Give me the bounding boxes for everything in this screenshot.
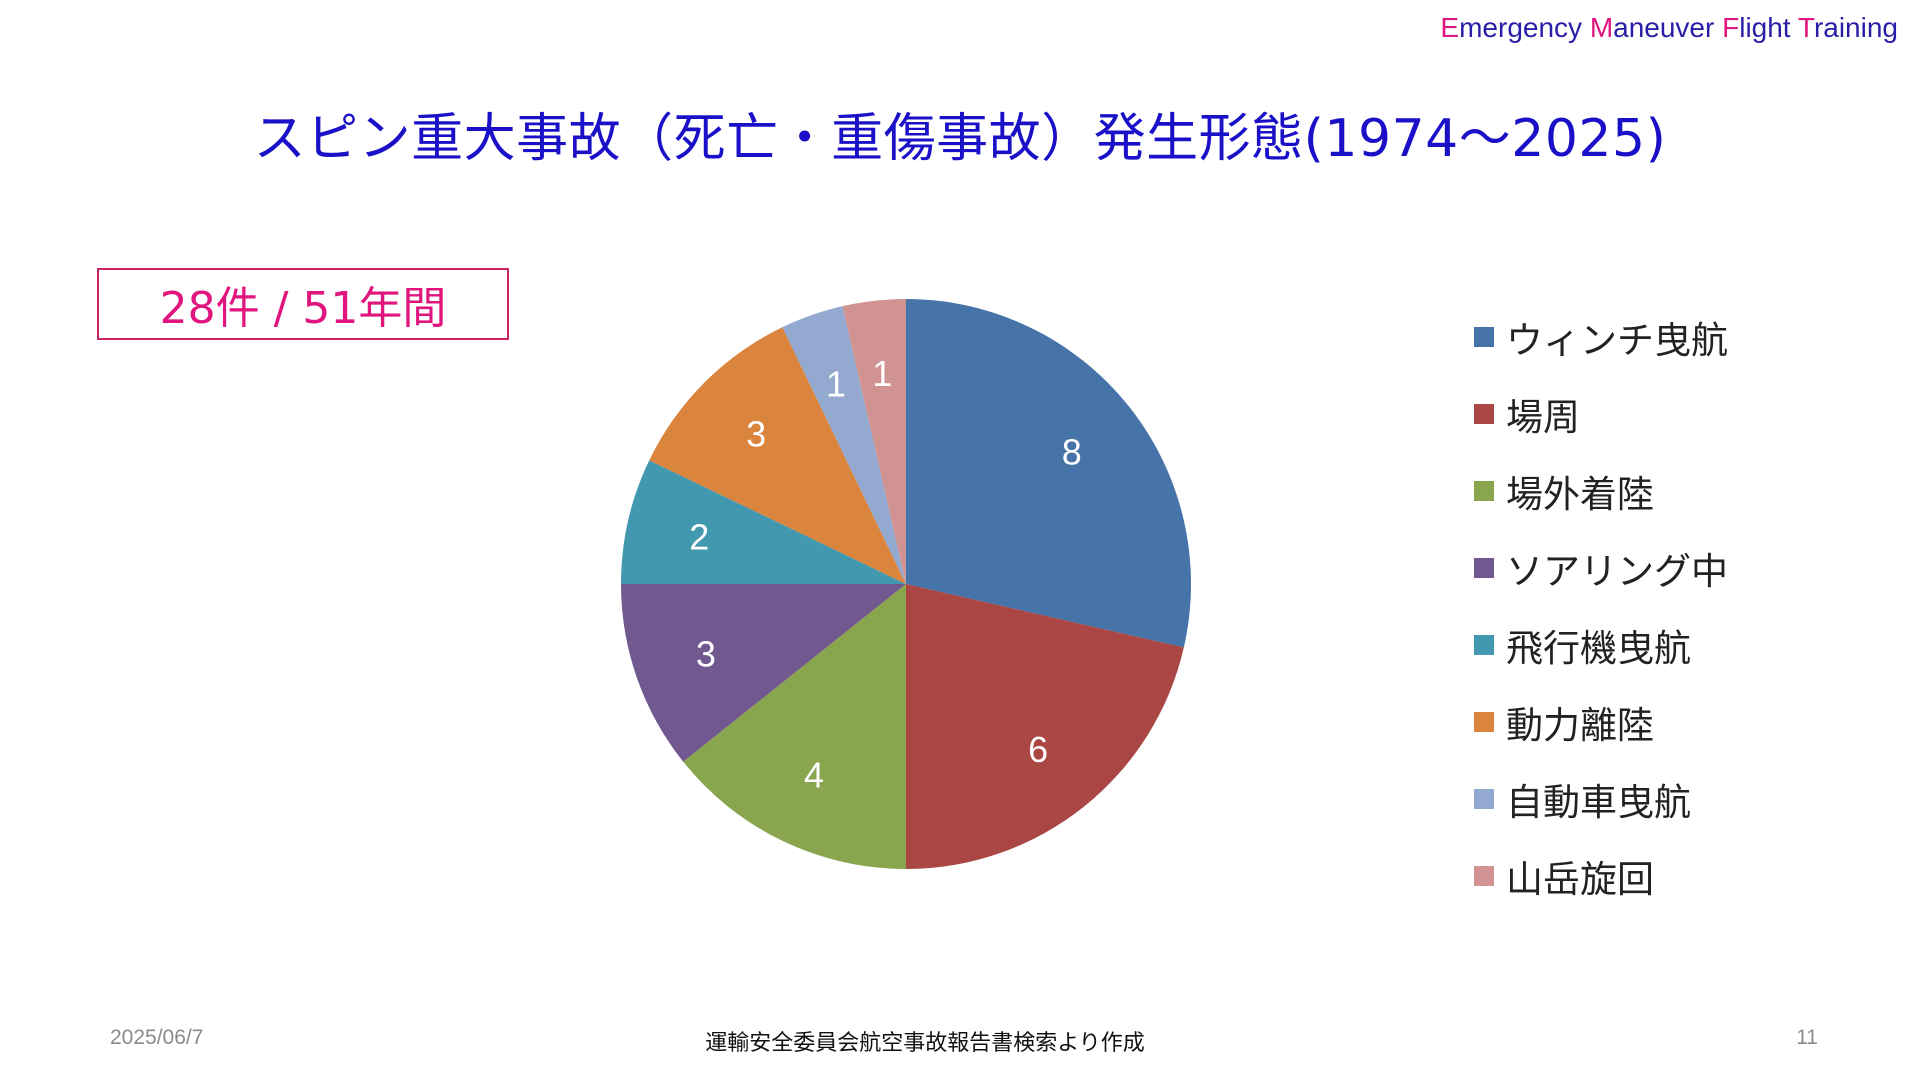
legend-label: ソアリング中 — [1506, 549, 1728, 593]
brand-word-1: Emergency — [1440, 12, 1590, 43]
brand-word-4: Training — [1797, 12, 1898, 43]
legend-item: 場周 — [1474, 375, 1728, 452]
legend-label: 場外着陸 — [1506, 472, 1654, 516]
legend-swatch — [1474, 711, 1494, 732]
brand-header: Emergency Maneuver Flight Training — [1440, 12, 1898, 44]
legend-item: 飛行機曳航 — [1474, 606, 1728, 683]
pie-slice — [621, 460, 906, 584]
pie-data-label: 1 — [872, 353, 892, 394]
pie-slice — [782, 306, 906, 584]
legend-label: 山岳旋回 — [1506, 857, 1654, 901]
brand-word-2: Maneuver — [1589, 12, 1723, 43]
legend-label: ウィンチ曳航 — [1506, 318, 1728, 362]
pie-data-label: 1 — [826, 363, 846, 404]
pie-slice — [683, 584, 906, 869]
legend-swatch — [1474, 326, 1494, 347]
legend-item: 場外着陸 — [1474, 452, 1728, 529]
legend-item: 自動車曳航 — [1474, 760, 1728, 837]
chart-legend: ウィンチ曳航 場周場外着陸ソアリング中 飛行機曳航動力離陸自動車曳航山岳旋回 — [1474, 298, 1728, 914]
pie-data-label: 4 — [804, 755, 824, 796]
legend-item: 山岳旋回 — [1474, 837, 1728, 914]
legend-label: 場周 — [1506, 395, 1580, 439]
legend-label: 動力離陸 — [1506, 703, 1654, 747]
brand-word-3: Flight — [1722, 12, 1798, 43]
pie-slice — [842, 299, 906, 584]
footer-date: 2025/06/7 — [110, 1026, 204, 1049]
legend-item: ソアリング中 — [1474, 529, 1728, 606]
pie-slice — [906, 584, 1184, 869]
legend-swatch — [1474, 557, 1494, 578]
pie-data-label: 6 — [1028, 729, 1048, 770]
legend-label: 飛行機曳航 — [1506, 626, 1691, 670]
legend-swatch — [1474, 865, 1494, 886]
pie-data-label: 8 — [1062, 431, 1082, 472]
legend-item: ウィンチ曳航 — [1474, 298, 1728, 375]
legend-swatch — [1474, 634, 1494, 655]
legend-swatch — [1474, 788, 1494, 809]
pie-slice — [906, 299, 1192, 648]
summary-box: 28件 / 51年間 — [97, 268, 509, 340]
pie-data-label: 2 — [689, 516, 709, 557]
legend-swatch — [1474, 480, 1494, 501]
legend-swatch — [1474, 403, 1494, 424]
pie-slice — [621, 584, 906, 762]
legend-label: 自動車曳航 — [1506, 780, 1691, 824]
slide-title: スピン重大事故（死亡・重傷事故）発生形態(1974～2025) — [253, 109, 1667, 169]
legend-item: 動力離陸 — [1474, 683, 1728, 760]
pie-slice — [649, 327, 906, 584]
pie-data-label: 3 — [696, 634, 716, 675]
footer-source: 運輸安全委員会航空事故報告書検索より作成 — [705, 1031, 1145, 1056]
pie-data-label: 3 — [746, 414, 766, 455]
page-number: 11 — [1796, 1026, 1818, 1049]
